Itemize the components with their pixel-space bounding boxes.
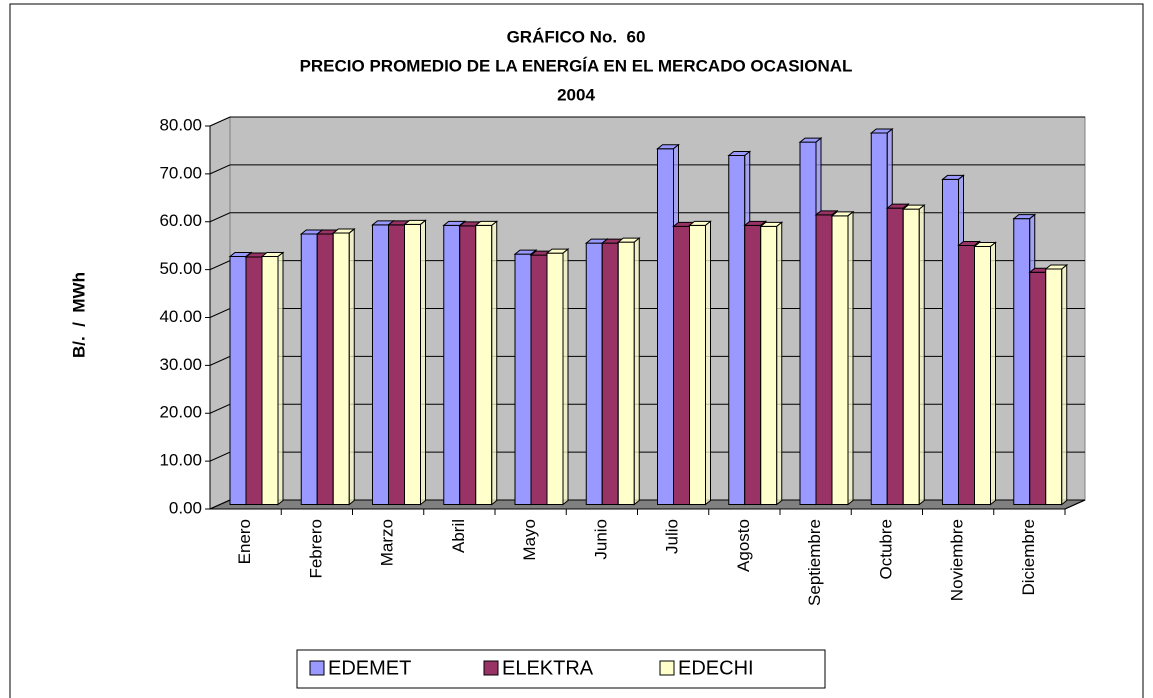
y-tick-label: 70.00 (159, 163, 202, 182)
bar (530, 254, 548, 505)
legend-marker (483, 660, 499, 676)
bar-side (705, 220, 711, 506)
bar-side (277, 251, 284, 506)
bar (1045, 268, 1063, 505)
bar (229, 256, 247, 505)
bar (870, 132, 888, 506)
bar (815, 214, 833, 505)
legend-label: EDEMET (328, 657, 411, 679)
bar-side (348, 228, 355, 506)
x-tick-label: Marzo (378, 519, 397, 566)
bar (261, 256, 279, 505)
bar-side (776, 221, 783, 506)
y-tick-label: 60.00 (159, 211, 202, 230)
y-tick-label: 10.00 (159, 451, 202, 470)
bar (831, 215, 849, 505)
bar-side (633, 237, 640, 506)
bar-side (847, 210, 854, 506)
chart-title: 2004 (557, 85, 595, 104)
legend-marker (309, 660, 325, 676)
bar (760, 225, 778, 505)
bar (514, 253, 532, 505)
y-tick-label: 80.00 (159, 115, 202, 134)
bar (657, 148, 674, 505)
bar (1029, 271, 1047, 505)
legend-label: ELEKTRA (502, 657, 594, 679)
bar (942, 178, 959, 506)
y-tick-label: 40.00 (159, 307, 202, 326)
bar-side (562, 248, 569, 506)
x-tick-label: Octubre (876, 519, 895, 579)
bar (744, 224, 762, 505)
bar-side (1061, 263, 1068, 506)
bar-side (918, 204, 925, 506)
bar (585, 242, 603, 505)
legend-label: EDECHI (678, 657, 754, 679)
chart-title: GRÁFICO No. 60 (507, 27, 646, 46)
bar (404, 223, 421, 505)
y-tick-label: 50.00 (159, 259, 202, 278)
bar (958, 244, 975, 505)
bar (728, 154, 746, 506)
x-tick-label: Noviembre (948, 519, 967, 601)
bar (1013, 218, 1031, 505)
legend (296, 649, 826, 689)
bar (886, 207, 904, 505)
bar (974, 245, 991, 506)
x-tick-label: Febrero (306, 519, 325, 579)
x-tick-label: Septiembre (805, 519, 824, 606)
x-tick-label: Enero (235, 519, 254, 564)
x-tick-label: Mayo (520, 519, 539, 561)
x-tick-label: Junio (591, 519, 610, 560)
bar (300, 233, 318, 505)
bar (316, 233, 334, 505)
bar (459, 225, 477, 505)
chart-title: PRECIO PROMEDIO DE LA ENERGÍA EN EL MERC… (300, 56, 853, 75)
x-tick-label: Agosto (734, 519, 753, 572)
bar (546, 252, 564, 505)
bar-side (990, 241, 996, 506)
y-tick-label: 0.00 (169, 498, 202, 517)
bar (245, 256, 263, 505)
bar (372, 224, 389, 505)
bar (601, 242, 619, 505)
bar (475, 224, 493, 505)
bar (673, 225, 690, 505)
bar (799, 141, 817, 505)
x-tick-label: Diciembre (1019, 519, 1038, 596)
x-axis-end (1064, 499, 1086, 510)
y-tick-label: 20.00 (159, 403, 202, 422)
bar (443, 224, 461, 505)
x-tick-label: Julio (663, 519, 682, 554)
bar-side (491, 220, 498, 506)
legend-marker (659, 660, 675, 676)
y-axis-label: B/. / MWh (69, 272, 88, 358)
bar (902, 208, 920, 506)
x-tick-label: Abril (449, 519, 468, 553)
bar (617, 241, 635, 506)
y-tick-label: 30.00 (159, 355, 202, 374)
grid-line (209, 116, 1085, 127)
bar (332, 232, 350, 506)
bar-side (420, 219, 426, 506)
bar (388, 224, 405, 505)
bar (689, 224, 706, 505)
